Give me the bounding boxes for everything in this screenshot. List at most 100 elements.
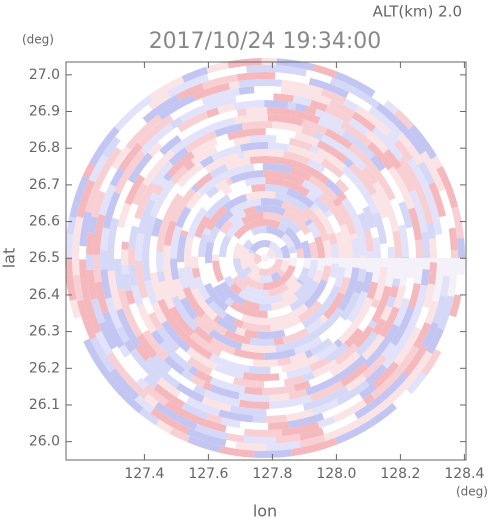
radar-segment xyxy=(321,393,363,420)
radar-segment xyxy=(381,342,397,359)
radar-segment xyxy=(405,227,416,250)
radar-segment xyxy=(267,107,292,117)
radar-segment xyxy=(150,272,164,302)
radar-segment xyxy=(194,172,214,190)
radar-segment xyxy=(308,241,318,258)
radar-segment xyxy=(134,385,149,399)
radar-segment xyxy=(357,212,371,234)
radar-segment xyxy=(373,384,407,415)
radar-segment xyxy=(164,400,207,427)
radar-segment xyxy=(88,154,109,183)
radar-segment xyxy=(256,329,286,340)
radar-segment xyxy=(316,147,346,171)
radar-segment xyxy=(339,291,361,321)
radar-segment xyxy=(229,198,262,216)
radar-segment xyxy=(243,435,277,445)
radar-segment xyxy=(351,111,376,132)
radar-segment xyxy=(109,167,125,187)
radar-segment xyxy=(205,205,228,231)
radar-segment xyxy=(439,215,449,231)
radar-segment xyxy=(403,277,415,300)
radar-segment xyxy=(66,216,77,235)
radar-segment xyxy=(121,249,129,265)
radar-segment xyxy=(89,126,120,167)
radar-segment xyxy=(418,306,430,321)
radar-segment xyxy=(99,166,118,193)
radar-segment xyxy=(204,282,229,312)
radar-segment xyxy=(211,322,228,336)
radar-segment xyxy=(339,173,369,209)
radar-segment xyxy=(135,344,151,362)
radar-segment xyxy=(301,240,311,254)
radar-segment xyxy=(353,297,374,327)
radar-segment xyxy=(320,232,330,242)
radar-segment xyxy=(116,308,141,349)
radar-segment xyxy=(245,190,276,201)
radar-segment xyxy=(175,206,192,228)
radar-segment xyxy=(326,359,339,371)
radar-segment xyxy=(294,276,314,300)
radar-segment xyxy=(334,420,373,445)
radar-segment xyxy=(264,239,272,248)
radar-segment xyxy=(289,289,313,312)
radar-segment xyxy=(372,181,385,195)
radar-segment xyxy=(225,177,233,186)
radar-segment xyxy=(311,398,340,416)
radar-segment xyxy=(265,414,288,423)
radar-segment xyxy=(143,384,169,407)
radar-segment xyxy=(170,126,210,155)
radar-segment xyxy=(225,425,236,435)
radar-segment xyxy=(197,256,211,286)
radar-segment xyxy=(309,357,329,372)
radar-segment xyxy=(138,407,160,426)
radar-segment xyxy=(167,367,197,391)
radar-segment xyxy=(301,179,324,198)
radar-segment xyxy=(392,389,412,409)
radar-segment xyxy=(263,169,271,178)
radar-segment xyxy=(345,92,373,112)
radar-segment xyxy=(435,234,444,258)
radar-segment xyxy=(321,88,347,105)
radar-segment xyxy=(288,245,297,254)
radar-segment xyxy=(178,330,213,360)
radar-segment xyxy=(333,267,346,288)
radar-segment xyxy=(117,202,131,229)
radar-segment xyxy=(256,380,264,388)
radar-segment xyxy=(221,185,233,196)
radar-segment xyxy=(65,258,73,275)
radar-segment xyxy=(370,226,380,239)
radar-segment xyxy=(387,166,408,194)
y-tick-label: 26.5 xyxy=(29,250,60,266)
radar-segment xyxy=(316,276,337,305)
radar-segment xyxy=(189,331,222,357)
radar-segment xyxy=(322,239,333,258)
radar-segment xyxy=(204,152,240,173)
radar-segment xyxy=(317,117,346,137)
radar-segment xyxy=(275,135,291,145)
radar-segment xyxy=(348,143,374,168)
radar-segment xyxy=(147,141,163,157)
radar-segment xyxy=(435,315,456,353)
radar-segment xyxy=(142,94,180,124)
radar-segment xyxy=(354,395,384,420)
radar-segment xyxy=(201,88,240,105)
radar-segment xyxy=(149,191,160,202)
radar-segment xyxy=(209,353,250,373)
radar-segment xyxy=(312,364,330,379)
radar-segment xyxy=(232,275,248,291)
radar-segment xyxy=(69,175,90,218)
radar-segment xyxy=(185,190,203,210)
radar-segment xyxy=(373,266,388,301)
radar-segment xyxy=(86,232,95,255)
radar-segment xyxy=(304,231,316,244)
radar-segment xyxy=(380,167,405,204)
radar-segment xyxy=(203,419,227,433)
y-tick-label: 26.6 xyxy=(29,214,60,230)
radar-segment xyxy=(335,178,350,194)
radar-segment xyxy=(76,179,96,218)
radar-segment xyxy=(273,337,284,346)
radar-segment xyxy=(228,81,240,90)
radar-segment xyxy=(137,208,152,235)
radar-segment xyxy=(242,372,280,381)
radar-segment xyxy=(297,267,310,283)
